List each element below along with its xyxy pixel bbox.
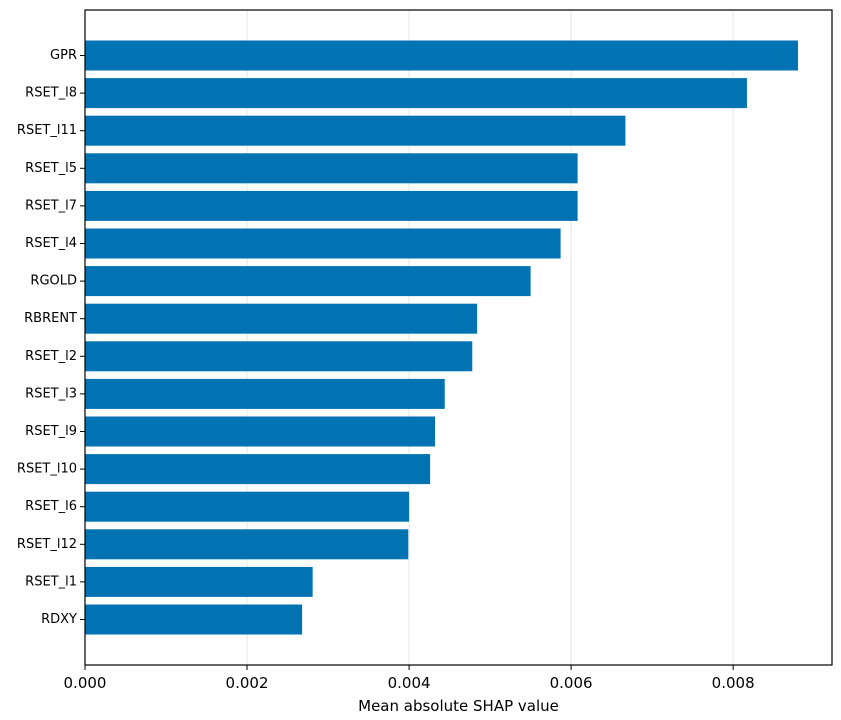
y-tick-label: RBRENT bbox=[24, 311, 77, 326]
bar bbox=[85, 378, 445, 409]
bar bbox=[85, 115, 626, 146]
bar bbox=[85, 78, 747, 109]
y-tick-label: RSET_l9 bbox=[25, 424, 77, 439]
y-tick-label: RSET_l3 bbox=[25, 386, 77, 401]
bar bbox=[85, 454, 431, 485]
y-tick-label: RSET_l2 bbox=[25, 349, 77, 364]
bars bbox=[85, 40, 798, 635]
y-tick-label: RSET_l10 bbox=[17, 462, 77, 477]
plot-frame bbox=[84, 9, 833, 666]
bar bbox=[85, 266, 531, 297]
y-tick-label: RSET_l5 bbox=[25, 161, 77, 176]
y-tick-label: RSET_l11 bbox=[17, 123, 77, 138]
x-tick-label: 0.004 bbox=[388, 674, 431, 692]
y-tick-label: RSET_l7 bbox=[25, 198, 77, 213]
bar bbox=[85, 153, 578, 184]
grid-lines bbox=[84, 10, 734, 665]
x-tick-label: 0.006 bbox=[550, 674, 593, 692]
x-tick-label: 0.002 bbox=[226, 674, 269, 692]
bar bbox=[85, 416, 436, 447]
bar bbox=[85, 190, 578, 221]
x-tick-label: 0.000 bbox=[64, 674, 107, 692]
bar bbox=[85, 529, 409, 560]
bar bbox=[85, 40, 798, 71]
y-axis-ticks: GPR RSET_l8 RSET_l11 RSET_l5 RSET_l7 RSET_l4 R… bbox=[17, 48, 85, 627]
y-tick-label: RSET_l4 bbox=[25, 236, 77, 251]
bar bbox=[85, 228, 561, 259]
y-tick-label: RSET_l6 bbox=[25, 499, 77, 514]
y-tick-label: GPR bbox=[50, 48, 77, 63]
bar bbox=[85, 491, 410, 522]
x-axis-title: Mean absolute SHAP value bbox=[358, 697, 559, 715]
bar bbox=[85, 566, 313, 597]
bar bbox=[85, 341, 473, 372]
x-tick-label: 0.008 bbox=[712, 674, 755, 692]
y-tick-label: RDXY bbox=[41, 612, 77, 627]
x-axis-ticks: 0.000 0.002 0.004 0.006 0.008 bbox=[64, 665, 755, 692]
y-tick-label: RSET_l8 bbox=[25, 86, 77, 101]
y-tick-label: RGOLD bbox=[30, 274, 77, 289]
y-tick-label: RSET_l1 bbox=[25, 574, 77, 589]
y-tick-label: RSET_l12 bbox=[17, 537, 77, 552]
bar bbox=[85, 604, 303, 635]
bar bbox=[85, 303, 478, 334]
